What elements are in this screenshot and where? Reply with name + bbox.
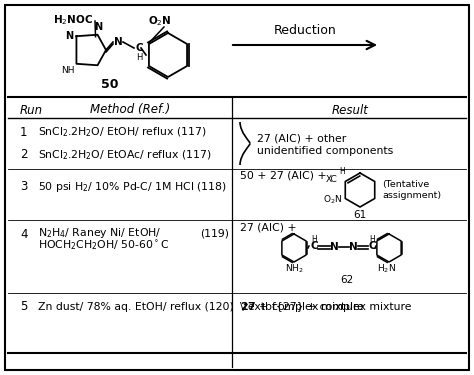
Text: SnCl$_2$.2H$_2$O/ EtOH/ reflux (117): SnCl$_2$.2H$_2$O/ EtOH/ reflux (117): [38, 125, 207, 139]
Text: C: C: [135, 43, 143, 53]
Text: C: C: [368, 241, 376, 251]
Text: H: H: [311, 234, 317, 243]
Text: 62: 62: [340, 275, 353, 285]
Text: 27 (AIC) +: 27 (AIC) +: [240, 223, 297, 233]
Text: 50 psi H$_2$/ 10% Pd-C/ 1M HCl (118): 50 psi H$_2$/ 10% Pd-C/ 1M HCl (118): [38, 180, 227, 194]
Text: H: H: [136, 53, 142, 62]
Text: 50: 50: [101, 78, 119, 92]
Text: H: H: [369, 234, 375, 243]
Text: H: H: [339, 167, 345, 176]
Text: O$_2$N: O$_2$N: [323, 193, 342, 206]
Text: Zn dust/ 78% aq. EtOH/ reflux (120): Zn dust/ 78% aq. EtOH/ reflux (120): [38, 302, 234, 312]
Text: Method (Ref.): Method (Ref.): [90, 104, 170, 117]
Text: O$_2$N: O$_2$N: [148, 14, 172, 28]
Text: Result: Result: [331, 104, 368, 117]
Text: (119): (119): [200, 228, 229, 238]
Text: H$_2$NOC: H$_2$NOC: [53, 13, 93, 27]
Text: $\mathbf{27}$ + complex mixture: $\mathbf{27}$ + complex mixture: [240, 300, 365, 314]
Text: NH: NH: [61, 66, 74, 75]
Text: unidentified components: unidentified components: [257, 147, 393, 156]
Text: \textbf{27} + complex mixture: \textbf{27} + complex mixture: [240, 302, 411, 312]
Text: XC: XC: [326, 175, 337, 184]
Text: N$_2$H$_4$/ Raney Ni/ EtOH/: N$_2$H$_4$/ Raney Ni/ EtOH/: [38, 226, 162, 240]
Text: 5: 5: [20, 300, 27, 313]
Text: 50 + 27 (AIC) +: 50 + 27 (AIC) +: [240, 170, 327, 180]
Text: Reduction: Reduction: [273, 24, 337, 36]
Text: N: N: [329, 242, 338, 252]
Text: 4: 4: [20, 228, 27, 242]
Text: N: N: [65, 31, 73, 41]
Text: HOCH$_2$CH$_2$OH/ 50-60$^\circ$C: HOCH$_2$CH$_2$OH/ 50-60$^\circ$C: [38, 238, 169, 252]
Text: H$_2$N: H$_2$N: [376, 263, 395, 275]
Text: 3: 3: [20, 180, 27, 194]
Text: 1: 1: [20, 126, 27, 138]
Text: (Tentative: (Tentative: [382, 180, 429, 189]
Text: assignment): assignment): [382, 192, 441, 201]
Text: C: C: [310, 241, 318, 251]
Text: Run: Run: [20, 104, 43, 117]
Text: SnCl$_2$.2H$_2$O/ EtOAc/ reflux (117): SnCl$_2$.2H$_2$O/ EtOAc/ reflux (117): [38, 148, 212, 162]
Text: 61: 61: [354, 210, 366, 220]
Text: NH$_2$: NH$_2$: [285, 263, 303, 275]
Text: N: N: [94, 22, 102, 32]
Text: N: N: [348, 242, 357, 252]
Text: N: N: [114, 37, 122, 47]
Text: 27 (AIC) + other: 27 (AIC) + other: [257, 134, 346, 144]
Text: 2: 2: [20, 148, 27, 162]
